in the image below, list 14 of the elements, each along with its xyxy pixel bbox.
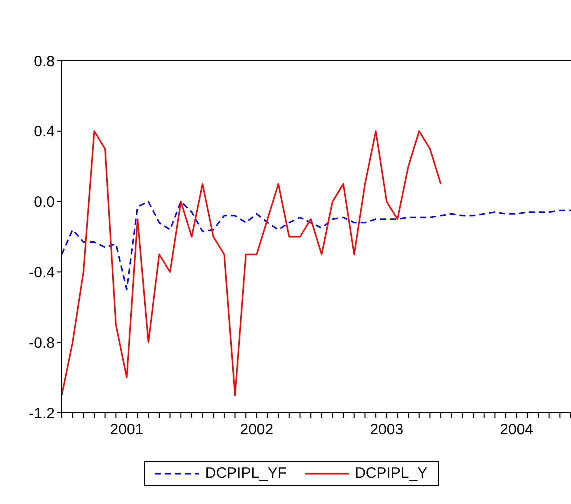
y-tick-label: -0.4 [29,264,55,282]
y-tick-label: 0.0 [34,194,55,212]
x-tick-label: 2004 [500,422,534,439]
y-tick-label: 0.8 [34,53,55,70]
legend-label: DCPIPL_YF [205,465,288,482]
line-series [62,130,442,396]
line-series [62,201,571,291]
y-tick-label: -0.8 [29,334,55,352]
x-tick-label: 2001 [110,422,144,439]
y-tick-label: 0.4 [34,124,55,141]
y-tick-label: -1.2 [29,405,55,422]
x-tick-label: 2002 [240,422,274,439]
x-tick-label: 2003 [370,422,404,439]
legend-label: DCPIPL_Y [355,465,428,482]
